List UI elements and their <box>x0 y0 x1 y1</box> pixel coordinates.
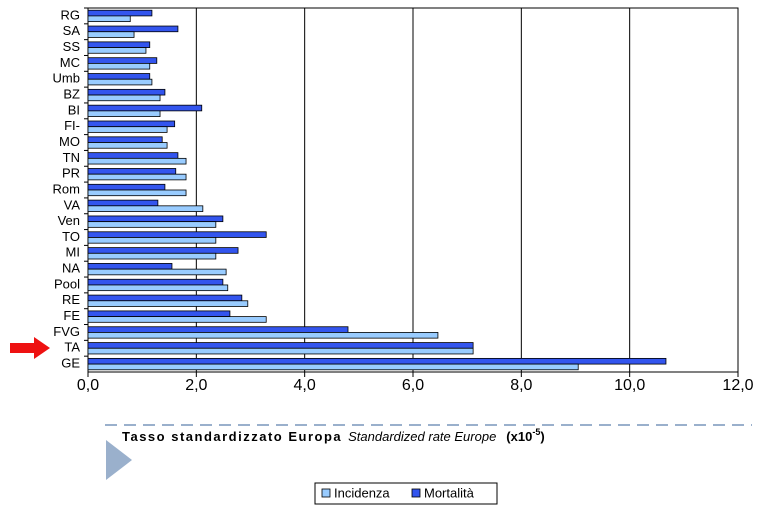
y-tick-label: SS <box>63 39 81 54</box>
bar <box>87 310 231 318</box>
legend-swatch <box>411 488 421 498</box>
highlight-arrow <box>10 337 50 359</box>
y-tick-label: BI <box>68 102 80 117</box>
bar <box>87 41 151 48</box>
y-tick-label: TA <box>64 340 80 355</box>
y-tick-label: VA <box>64 197 81 212</box>
bar <box>87 152 179 159</box>
y-tick-label: BZ <box>63 86 80 101</box>
x-tick-label: 0,0 <box>77 377 99 394</box>
bar <box>87 300 249 307</box>
bar <box>87 62 151 70</box>
bar <box>87 342 474 349</box>
x-tick-label: 10,0 <box>614 377 645 394</box>
bar <box>87 120 176 128</box>
bar <box>87 252 217 260</box>
x-tick-label: 8,0 <box>510 377 532 394</box>
bar <box>87 142 168 149</box>
legend <box>314 482 498 505</box>
bar <box>87 126 168 133</box>
x-label-close: ) <box>540 429 544 444</box>
bar <box>87 47 147 54</box>
bar <box>87 205 204 212</box>
bar <box>87 347 474 355</box>
y-tick-label: FVG <box>53 324 80 339</box>
bar <box>87 284 229 292</box>
bar <box>87 332 439 339</box>
bar <box>87 57 158 64</box>
bar <box>87 15 131 23</box>
bar <box>87 173 187 181</box>
y-tick-label: MI <box>66 245 80 260</box>
y-tick-label: Ven <box>58 213 80 228</box>
decor-triangle <box>106 440 132 480</box>
y-tick-label: MO <box>59 134 80 149</box>
x-label-exp: -5 <box>532 427 540 437</box>
bar <box>87 231 267 238</box>
bar <box>87 268 227 276</box>
x-tick-label: 12,0 <box>722 377 753 394</box>
bar <box>87 25 179 33</box>
y-tick-label: RE <box>62 292 80 307</box>
bar <box>87 263 173 270</box>
y-tick-label: Pool <box>54 276 80 291</box>
bar <box>87 316 267 323</box>
bar <box>87 326 349 333</box>
y-tick-label: Umb <box>53 71 80 86</box>
bar <box>87 88 166 96</box>
x-tick-label: 4,0 <box>294 377 316 394</box>
bar <box>87 215 224 223</box>
y-tick-label: GE <box>61 356 80 371</box>
x-label-unit: (x10 <box>506 429 532 444</box>
bar <box>87 363 579 371</box>
legend-label: Mortalità <box>424 485 475 500</box>
bar <box>87 110 161 117</box>
y-tick-label: NA <box>62 261 80 276</box>
bar <box>87 78 153 86</box>
x-tick-label: 2,0 <box>185 377 207 394</box>
bar <box>87 104 203 112</box>
y-tick-label: TO <box>62 229 80 244</box>
bar <box>87 199 159 207</box>
y-tick-label: MC <box>60 55 80 70</box>
bar <box>87 189 187 197</box>
bar <box>87 357 667 365</box>
y-tick-label: SA <box>63 23 81 38</box>
bar <box>87 278 224 286</box>
legend-label: Incidenza <box>334 485 390 500</box>
x-tick-label: 6,0 <box>402 377 424 394</box>
y-tick-label: TN <box>63 150 80 165</box>
x-label-it: Tasso standardizzato Europa <box>122 429 342 444</box>
bar <box>87 94 161 102</box>
bar <box>87 168 177 175</box>
y-tick-label: PR <box>62 166 80 181</box>
bar <box>87 31 135 38</box>
y-tick-label: FI- <box>64 118 80 133</box>
bar <box>87 73 151 80</box>
y-tick-label: Rom <box>53 181 80 196</box>
x-label-en: Standardized rate Europe <box>348 429 496 444</box>
bar <box>87 157 187 165</box>
bar <box>87 136 163 143</box>
bar <box>87 183 166 191</box>
x-axis-title: Tasso standardizzato Europa Standardized … <box>122 427 545 444</box>
legend-swatch <box>321 488 331 498</box>
bar <box>87 247 239 254</box>
bar <box>87 9 153 17</box>
bar <box>87 237 217 244</box>
bar <box>87 221 217 228</box>
bar <box>87 294 243 302</box>
y-tick-label: FE <box>63 308 80 323</box>
y-tick-label: RG <box>61 7 81 22</box>
